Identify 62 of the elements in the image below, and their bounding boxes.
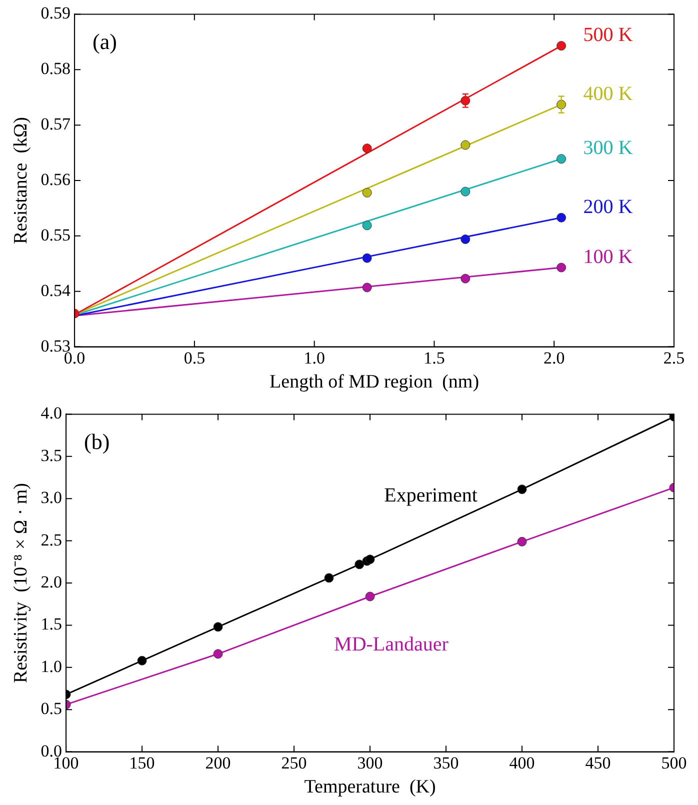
point [556,262,566,272]
point [556,41,566,51]
y-tick-label: 2.0 [40,572,62,592]
y-axis-title: Resistance (kΩ) [10,116,32,244]
x-tick-label: 200 [205,753,231,772]
x-tick-label: 0.5 [184,348,206,368]
annotation: (a) [92,28,117,54]
series-label: 300 K [583,137,634,160]
series-label: 400 K [583,82,634,105]
series-label: Experiment [384,484,478,506]
point [362,188,372,198]
point [460,274,470,284]
x-tick-label: 450 [585,753,611,772]
x-tick-label: 1.5 [424,348,445,368]
point [556,212,566,222]
x-tick-label: 1.0 [304,348,325,368]
x-tick-label: 2.5 [663,348,685,368]
point [362,220,372,230]
y-tick-label: 0.58 [40,59,71,78]
point [354,560,364,570]
point [460,234,470,244]
series-label: MD-Landauer [334,633,449,656]
series-label: 200 K [583,196,634,218]
point [362,144,372,154]
point [213,622,223,632]
y-tick-label: 0.59 [40,4,71,23]
point [460,140,470,150]
point [365,592,375,602]
y-tick-label: 0.5 [40,699,62,718]
x-tick-label: 500 [661,753,687,772]
y-tick-label: 3.0 [40,488,62,508]
x-tick-label: 150 [129,753,155,772]
y-tick-label: 0.55 [40,225,71,244]
series-label: 100 K [583,246,634,268]
point [517,484,527,494]
y-tick-label: 1.5 [40,614,62,634]
x-tick-label: 250 [281,753,307,772]
annotation: (b) [84,428,110,454]
x-axis-title: Temperature (K) [304,776,436,798]
y-tick-label: 4.0 [40,404,62,423]
x-tick-label: 300 [357,753,383,772]
point [460,186,470,196]
x-tick-label: 2.0 [543,348,565,368]
y-tick-label: 1.0 [40,656,62,676]
x-tick-label: 400 [509,753,535,772]
point [362,282,372,292]
y-axis-title: Resistivity (10⁻⁸ × Ω · m) [10,482,32,684]
x-tick-label: 350 [433,753,459,772]
y-tick-label: 0.54 [40,280,72,300]
point [365,554,375,564]
y-tick-label: 0.57 [40,114,72,134]
point [137,656,147,666]
point [324,573,334,583]
y-tick-label: 0.56 [40,170,71,189]
y-tick-label: 2.5 [40,530,62,550]
point [213,649,223,659]
point [517,536,527,546]
y-tick-label: 3.5 [40,446,62,465]
point [362,253,372,263]
x-axis-title: Length of MD region (nm) [270,372,480,393]
series-label: 500 K [583,24,634,46]
point [556,154,566,164]
